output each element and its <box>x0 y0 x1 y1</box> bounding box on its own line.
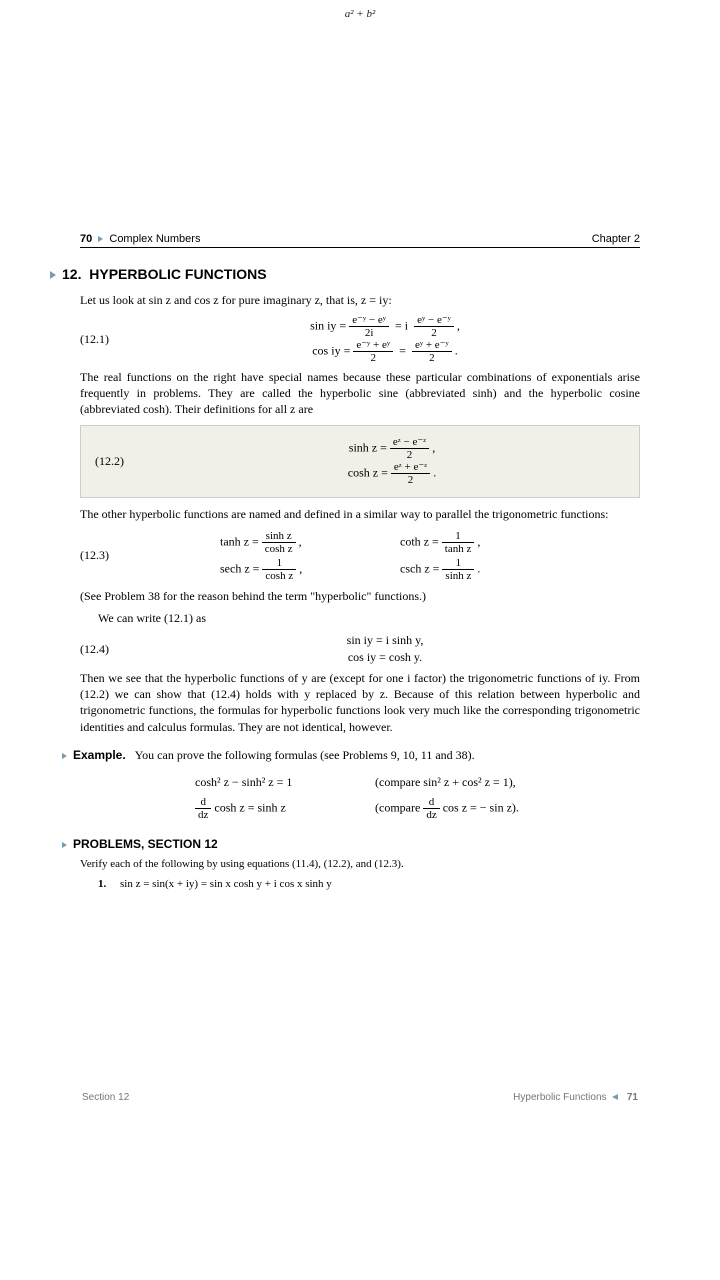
header-left: 70 Complex Numbers <box>80 233 200 245</box>
triangle-left-icon <box>612 1094 618 1100</box>
triangle-icon <box>62 753 67 759</box>
paragraph-we-can-write: We can write (12.1) as <box>80 610 640 626</box>
triangle-icon <box>50 271 56 279</box>
paragraph-definitions: The real functions on the right have spe… <box>80 369 640 418</box>
paragraph-intro: Let us look at sin z and cos z for pure … <box>80 292 640 308</box>
problem-item: 1. sin z = sin(x + iy) = sin x cosh y + … <box>98 878 640 890</box>
header-right: Chapter 2 <box>592 233 640 245</box>
section-title: 12. HYPERBOLIC FUNCTIONS <box>50 266 640 282</box>
triangle-icon <box>98 236 103 242</box>
boxed-equation-12-2: (12.2) sinh z = eᶻ − e⁻ᶻ2 , cosh z = eᶻ … <box>80 425 640 497</box>
problem-list: 1. sin z = sin(x + iy) = sin x cosh y + … <box>98 878 640 890</box>
problems-heading: PROBLEMS, SECTION 12 <box>62 837 640 851</box>
previous-page-fragment: a² + b² <box>80 0 640 28</box>
equation-12-4: (12.4) sin iy = i sinh y, cos iy = cosh … <box>80 632 640 666</box>
footer-left: Section 12 <box>82 1092 129 1103</box>
problems-intro: Verify each of the following by using eq… <box>80 857 640 872</box>
example-formulas: cosh² z − sinh² z = 1 (compare sin² z + … <box>80 769 640 823</box>
example-block: Example. You can prove the following for… <box>62 747 640 763</box>
paragraph-relation: Then we see that the hyperbolic function… <box>80 670 640 735</box>
running-footer: Section 12 Hyperbolic Functions 71 <box>80 1092 640 1107</box>
paragraph-other-functions: The other hyperbolic functions are named… <box>80 506 640 522</box>
running-header: 70 Complex Numbers Chapter 2 <box>80 233 640 248</box>
footer-right: Hyperbolic Functions 71 <box>513 1092 638 1103</box>
equation-12-1: (12.1) sin iy = e⁻ʸ − eʸ2i = i eʸ − e⁻ʸ2… <box>80 314 640 364</box>
equation-12-3: (12.3) tanh z = sinh zcosh z , coth z = … <box>80 528 640 584</box>
paragraph-see-problem: (See Problem 38 for the reason behind th… <box>80 588 640 604</box>
triangle-icon <box>62 842 67 848</box>
